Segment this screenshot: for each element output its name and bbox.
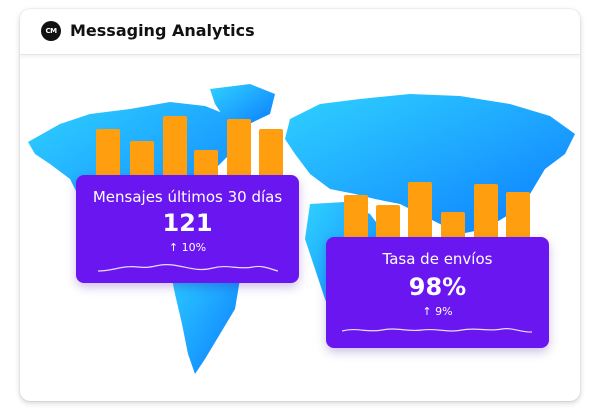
stat-card-delivery-rate: Tasa de envíos 98% ↑ 9% [326, 237, 549, 348]
eurasia-shape [285, 94, 575, 234]
stat-trend: ↑ 9% [422, 305, 453, 318]
chart-bar [506, 192, 530, 237]
card-header: CM Messaging Analytics [20, 9, 580, 55]
chart-bar [344, 195, 368, 237]
analytics-card: CM Messaging Analytics [20, 9, 580, 401]
chart-bar [474, 184, 498, 237]
stat-label: Mensajes últimos 30 días [92, 188, 283, 206]
card-title: Messaging Analytics [70, 21, 255, 40]
chart-bar [259, 129, 283, 184]
stat-label: Tasa de envíos [382, 250, 493, 268]
stat-trend: ↑ 10% [168, 241, 207, 254]
sparkline [98, 263, 278, 272]
chart-bar [227, 119, 251, 184]
chart-bar [376, 205, 400, 237]
south-america-shape [170, 254, 240, 374]
cm-logo-icon: CM [41, 21, 61, 41]
chart-bar [441, 212, 465, 237]
stat-value: 98% [408, 273, 467, 301]
stat-card-messages: Mensajes últimos 30 días 121 ↑ 10% [76, 175, 299, 283]
chart-bar [96, 129, 120, 184]
chart-bar [408, 182, 432, 237]
sparkline [342, 327, 532, 333]
stat-value: 121 [162, 209, 213, 237]
chart-bar [163, 116, 187, 184]
greenland-shape [210, 84, 275, 126]
